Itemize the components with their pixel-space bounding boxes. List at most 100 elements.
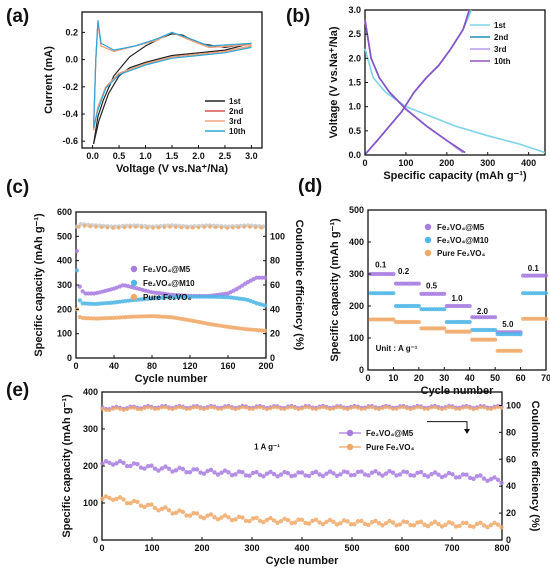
panel-e-ce-point xyxy=(128,405,133,410)
panel-e-point-0 xyxy=(156,468,161,473)
panel-e-ce-point xyxy=(268,406,273,411)
panel-e-ce-point xyxy=(286,405,290,410)
panel-e-annotation: 1 A g⁻¹ xyxy=(254,442,280,451)
panel-e-point-0 xyxy=(114,461,119,466)
panel-b-ytick-label: 3.0 xyxy=(348,5,361,15)
panel-e-point-1 xyxy=(397,522,403,527)
panel-d-rate-label: 0.1 xyxy=(528,264,540,273)
panel-e-point-0 xyxy=(478,473,483,478)
panel-e-point-1 xyxy=(429,521,434,526)
panel-e-point-0 xyxy=(467,475,473,481)
panel-e-point-1 xyxy=(275,520,280,525)
panel-e-point-0 xyxy=(285,471,291,476)
panel-b-3rd-legend-text: 3rd xyxy=(494,45,507,54)
panel-e-point-0 xyxy=(152,466,158,471)
panel-a-ytick-label: 0.2 xyxy=(65,27,78,37)
panel-e-ce-point xyxy=(426,407,430,411)
panel-e-point-1 xyxy=(450,521,455,526)
panel-d-xtick-label: 30 xyxy=(439,373,449,383)
panel-e-point-1 xyxy=(240,515,245,520)
panel-e-point-1 xyxy=(103,494,109,499)
panel-c-ce-point xyxy=(168,225,172,229)
panel-e-point-1 xyxy=(306,521,312,526)
panel-e-ce-point xyxy=(345,407,350,412)
panel-e-point-1 xyxy=(366,522,371,528)
panel-e-point-1 xyxy=(499,525,504,530)
panel-e-point-0 xyxy=(163,464,168,469)
panel-c-1-legend-text: Fe₂VO₄@M10 xyxy=(143,279,195,288)
panel-e-point-0 xyxy=(229,472,235,478)
panel-c-ce-point xyxy=(156,225,161,230)
panel-e-point-1 xyxy=(481,523,487,528)
panel-e-point-0 xyxy=(292,473,298,478)
panel-e-point-1 xyxy=(254,515,259,521)
panel-e-ce-point xyxy=(289,405,294,409)
panel-e-y2tick-label: 100 xyxy=(506,400,521,410)
panel-c-point-0 xyxy=(262,275,268,280)
panel-e-ce-point xyxy=(184,407,189,411)
panel-e-xtick-label: 0 xyxy=(99,543,104,553)
panel-e-ce-point xyxy=(363,406,367,411)
panel-e-ce-point xyxy=(412,406,416,411)
panel-c-y2tick-label: 40 xyxy=(270,304,280,314)
panel-e-point-0 xyxy=(390,470,396,475)
panel-e-ce-point xyxy=(258,405,262,410)
panel-b-series-3rd-charge xyxy=(364,9,471,156)
panel-d-frame xyxy=(367,209,547,371)
panel-e-point-1 xyxy=(142,504,147,510)
panel-e-ce-point xyxy=(125,407,129,412)
panel-e-point-0 xyxy=(306,473,312,479)
panel-c-ce-point xyxy=(202,225,207,229)
panel-e-ce-point xyxy=(394,406,399,411)
panel-e-point-0 xyxy=(376,471,382,476)
panel-c-ce-point xyxy=(196,225,201,230)
panel-e-point-0 xyxy=(408,473,413,478)
panel-d-rate-label: 0.1 xyxy=(375,261,387,270)
panel-e-ce-point xyxy=(405,406,409,411)
panel-a-ytick-label: -0.2 xyxy=(62,82,78,92)
panel-e-ce-point xyxy=(233,407,238,412)
panel-d-point-1 xyxy=(391,291,396,296)
panel-e-ce-point xyxy=(429,405,434,410)
panel-e-point-1 xyxy=(205,513,210,518)
panel-a-xtick-label: 2.0 xyxy=(192,151,205,161)
panel-e-point-0 xyxy=(474,473,480,479)
panel-e-ce-point xyxy=(461,405,465,410)
panel-e-point-1 xyxy=(495,522,501,527)
panel-d-xtick-label: 20 xyxy=(414,373,424,383)
panel-e-point-1 xyxy=(222,513,228,518)
panel-d-point-1 xyxy=(493,327,498,333)
panel-e-point-0 xyxy=(488,476,494,482)
panel-e-ce-point xyxy=(492,405,497,410)
panel-e-ce-point xyxy=(237,406,241,411)
panel-c-xtick-label: 160 xyxy=(220,361,235,371)
panel-e-point-1 xyxy=(261,520,266,525)
panel-c-ce-point xyxy=(225,226,229,230)
panel-c-ce-point xyxy=(111,226,115,230)
panel-e-ce-point xyxy=(370,405,374,410)
panel-e-xtick-label: 600 xyxy=(394,543,409,553)
panel-e-legend-marker xyxy=(346,429,354,437)
panel-a-ytick-label: -0.6 xyxy=(62,136,78,146)
panel-a-xtick-label: 2.5 xyxy=(219,151,232,161)
panel-e-point-1 xyxy=(208,512,214,517)
panel-a-ylabel: Current (mA) xyxy=(43,46,55,114)
panel-e-point-1 xyxy=(121,497,126,502)
panel-e-xtick-label: 300 xyxy=(244,543,259,553)
panel-c-ce-point xyxy=(213,225,218,230)
panel-e-ce-point xyxy=(212,405,217,410)
panel-e-point-1 xyxy=(485,524,490,530)
panel-e-ce-point xyxy=(352,405,357,409)
panel-e-ce-point xyxy=(489,407,493,412)
panel-e-ce-point xyxy=(328,407,332,412)
panel-e-ce-point xyxy=(300,406,304,411)
panel-e-point-0 xyxy=(128,463,133,469)
panel-e-ce-point xyxy=(454,406,458,411)
panel-e-xtick-label: 200 xyxy=(194,543,209,553)
panel-e-point-0 xyxy=(338,472,343,477)
panel-e-point-0 xyxy=(432,470,438,475)
panel-e-point-0 xyxy=(362,472,368,477)
panel-e-ce-point xyxy=(198,406,203,411)
panel-e-point-0 xyxy=(310,470,315,476)
panel-d-point-2 xyxy=(543,316,549,321)
